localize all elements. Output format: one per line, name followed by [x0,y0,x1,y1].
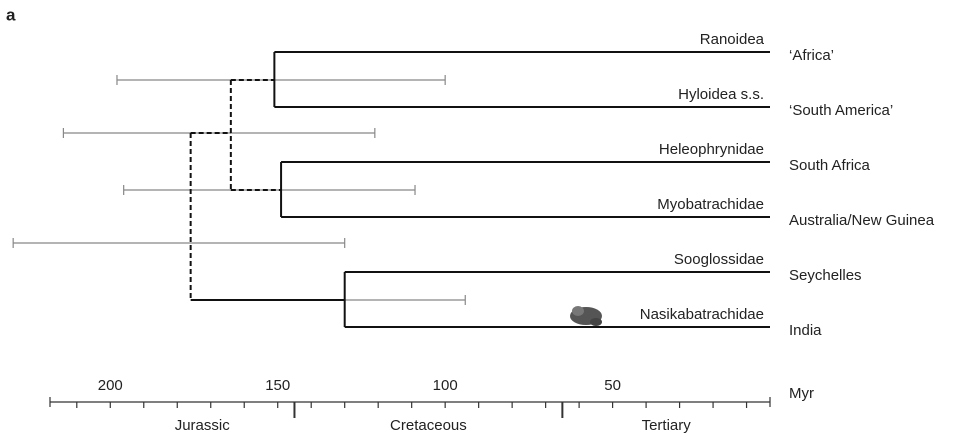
region-label: India [789,322,822,339]
panel-label: a [6,5,16,24]
axis-label: Myr [789,385,814,402]
tick-label: 150 [265,377,290,394]
taxon-label: Myobatrachidae [657,196,764,213]
taxon-label: Hyloidea s.s. [678,86,764,103]
region-label: South Africa [789,157,871,174]
phylogeny-figure: a Ranoidea ‘Africa’ Hyloidea s.s. ‘South Am… [0,0,959,436]
period-label: Tertiary [642,417,692,434]
tick-label: 100 [433,377,458,394]
period-label: Cretaceous [390,417,467,434]
frog-icon [570,306,602,326]
taxon-label: Heleophrynidae [659,141,764,158]
taxon-label: Nasikabatrachidae [640,306,764,323]
tick-label: 50 [604,377,621,394]
region-label: Australia/New Guinea [789,212,935,229]
taxon-label: Sooglossidae [674,251,764,268]
tick-label: 200 [98,377,123,394]
taxon-label: Ranoidea [700,31,765,48]
period-label: Jurassic [175,417,231,434]
region-label: Seychelles [789,267,862,284]
region-label: ‘Africa’ [789,47,834,64]
region-label: ‘South America’ [789,102,893,119]
